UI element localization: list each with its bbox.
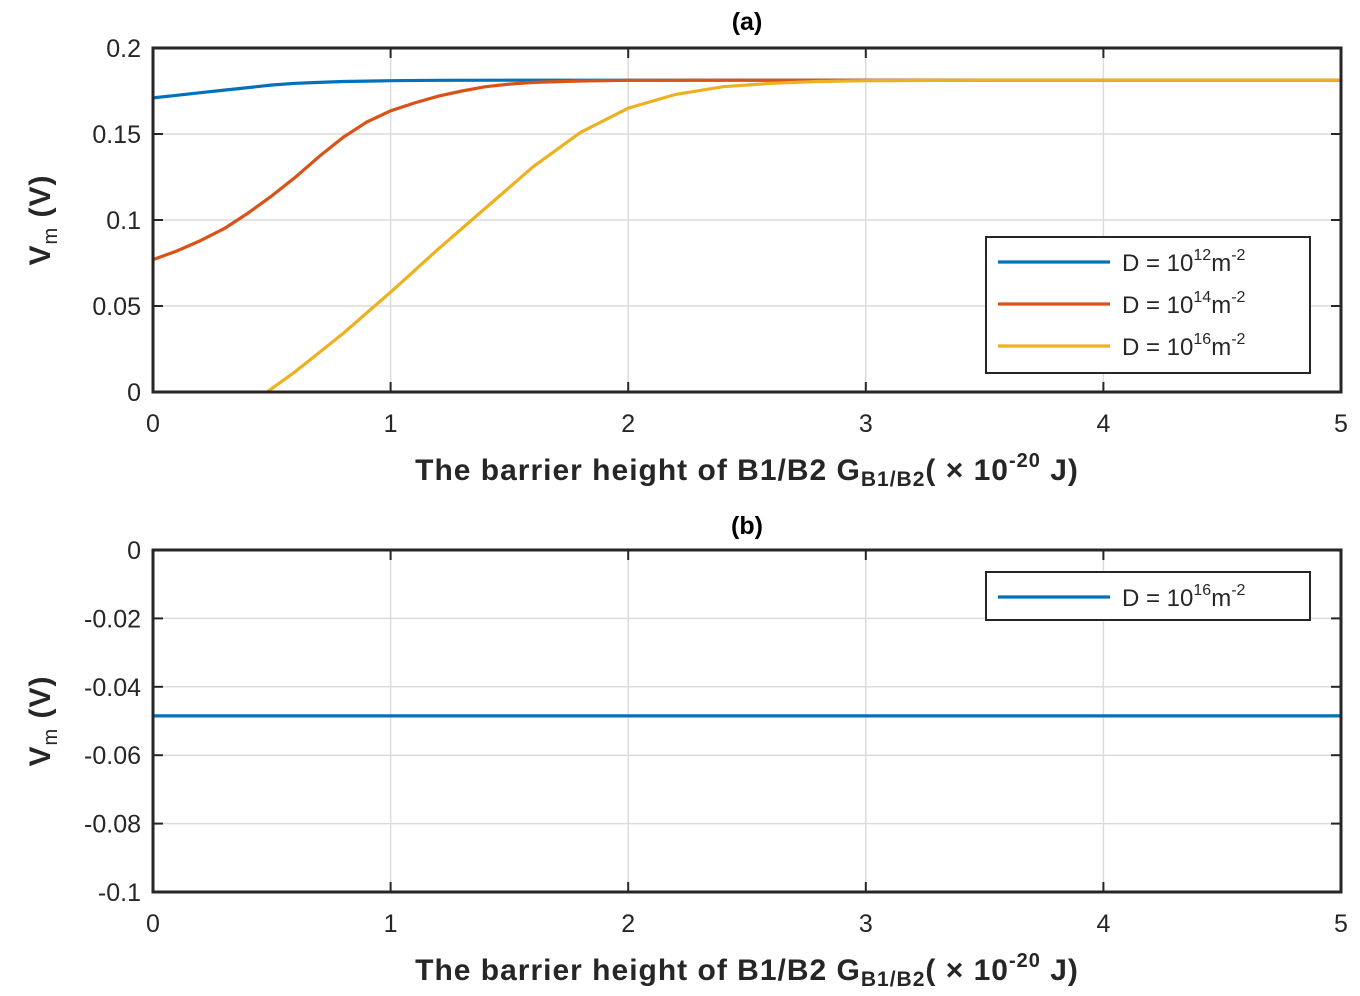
panel-title: (a) <box>732 8 763 36</box>
y-tick-label: 0 <box>127 379 141 407</box>
x-tick-label: 4 <box>1096 410 1110 438</box>
x-tick-label: 2 <box>621 910 635 938</box>
axes-frame <box>151 548 1343 894</box>
x-tick-label: 3 <box>859 410 873 438</box>
x-tick-label: 2 <box>621 410 635 438</box>
legend: D = 1012m-2 D = 1014m-2 D = 1016m-2 <box>985 236 1311 374</box>
y-tick-label: -0.02 <box>84 605 141 633</box>
legend-entry: D = 1016m-2 <box>1122 582 1246 612</box>
legend-entry: D = 1014m-2 <box>1122 289 1246 319</box>
y-tick-label: 0.1 <box>106 207 141 235</box>
x-axis-label: The barrier height of B1/B2 GB1/B2( × 10… <box>415 950 1079 991</box>
y-axis-label: Vm (V) <box>24 174 62 265</box>
legend-entry: D = 1016m-2 <box>1122 331 1246 361</box>
y-tick-label: 0.2 <box>106 35 141 63</box>
series-line-2 <box>151 78 1343 262</box>
y-tick-label: -0.08 <box>84 811 141 839</box>
series-line-3 <box>265 78 1343 394</box>
y-tick-label: -0.04 <box>84 674 141 702</box>
x-tick-label: 3 <box>859 910 873 938</box>
y-tick-label: -0.1 <box>98 879 141 907</box>
x-tick-label: 1 <box>384 410 398 438</box>
x-tick-label: 1 <box>384 910 398 938</box>
chart-panel-a: 0 1 2 3 4 5 0 0.05 0.1 0.15 0.2 (a) The barrier heig… <box>24 8 1348 491</box>
legend-entry: D = 1012m-2 <box>1122 247 1246 277</box>
x-axis-label: The barrier height of B1/B2 GB1/B2( × 10… <box>415 450 1079 491</box>
chart-panel-b: 0 1 2 3 4 5 -0.1 -0.08 -0.06 -0.04 -0.02 0 (b) The ba… <box>24 512 1348 991</box>
y-tick-label: -0.06 <box>84 742 141 770</box>
x-tick-label: 0 <box>146 910 160 938</box>
y-axis-label: Vm (V) <box>24 675 62 766</box>
legend-box <box>985 571 1311 621</box>
y-tick-label: 0.15 <box>92 121 141 149</box>
y-tick-label: 0 <box>127 537 141 565</box>
panel-title: (b) <box>731 512 763 540</box>
x-tick-label: 5 <box>1334 410 1348 438</box>
x-tick-label: 0 <box>146 410 160 438</box>
legend: D = 1016m-2 <box>985 571 1311 621</box>
x-tick-label: 5 <box>1334 910 1348 938</box>
y-tick-label: 0.05 <box>92 293 141 321</box>
x-tick-label: 4 <box>1096 910 1110 938</box>
